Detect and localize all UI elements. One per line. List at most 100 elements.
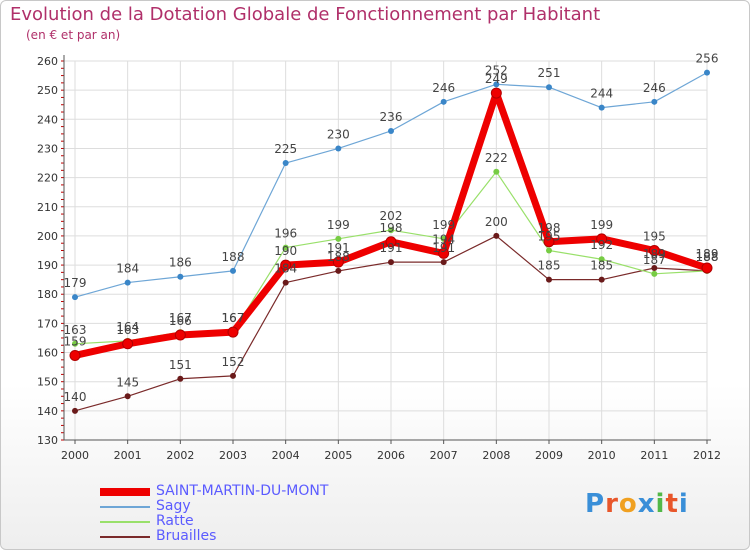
- y-tick-label: 230: [37, 142, 58, 155]
- data-label: 191: [327, 241, 350, 255]
- x-tick-label: 2002: [166, 449, 194, 462]
- data-point: [543, 236, 555, 248]
- data-label: 200: [485, 215, 508, 229]
- data-label: 192: [590, 238, 613, 252]
- y-tick-label: 180: [37, 288, 58, 301]
- data-label: 188: [696, 250, 719, 264]
- x-tick-label: 2006: [377, 449, 405, 462]
- y-tick-label: 220: [37, 172, 58, 185]
- data-label: 195: [538, 230, 561, 244]
- data-point: [124, 393, 131, 400]
- data-point: [493, 81, 500, 88]
- data-point: [388, 227, 394, 234]
- data-label: 252: [485, 63, 508, 77]
- logo-letter: t: [665, 489, 679, 519]
- data-label: 184: [116, 262, 139, 276]
- line-chart: 130 140 150 160 170 180 190 200 210 220 230 240 250 2…: [37, 52, 721, 462]
- data-label: 152: [222, 355, 245, 369]
- legend-label: Ratte: [156, 513, 194, 529]
- series-lines: [69, 69, 713, 414]
- data-label: 236: [380, 110, 403, 124]
- data-point: [72, 294, 78, 301]
- data-label: 194: [432, 232, 455, 246]
- data-point: [335, 235, 342, 242]
- data-label: 191: [380, 241, 403, 255]
- data-label: 145: [116, 375, 139, 389]
- data-point: [546, 84, 552, 91]
- data-label: 167: [169, 311, 192, 325]
- axes: 130 140 150 160 170 180 190 200 210 220 230 240 250 2…: [37, 55, 721, 462]
- data-label: 198: [538, 221, 561, 235]
- data-point: [701, 262, 713, 274]
- data-label: 163: [64, 323, 87, 337]
- data-point: [388, 127, 394, 134]
- data-label: 166: [169, 314, 192, 328]
- data-point: [438, 247, 450, 259]
- data-point: [72, 407, 78, 414]
- data-point: [332, 256, 344, 268]
- x-tick-label: 2012: [693, 449, 721, 462]
- data-point: [388, 259, 394, 266]
- data-label: 164: [116, 320, 139, 334]
- data-label: 190: [274, 244, 297, 258]
- data-label: 244: [590, 87, 613, 101]
- logo-letter: i: [678, 489, 689, 519]
- data-label: 199: [432, 218, 455, 232]
- data-label: 202: [380, 209, 403, 223]
- legend-label: Sagy: [156, 498, 191, 514]
- y-tick-label: 250: [37, 84, 58, 97]
- data-point: [490, 87, 502, 99]
- data-point: [280, 259, 292, 271]
- data-label: 230: [327, 127, 350, 141]
- legend-swatch: [100, 488, 150, 496]
- data-point: [227, 326, 239, 338]
- data-point: [335, 267, 342, 274]
- data-label: 184: [274, 262, 297, 276]
- chart-title: Evolution de la Dotation Globale de Fonc…: [10, 4, 601, 25]
- data-point: [598, 276, 605, 283]
- legend-label: Bruailles: [156, 528, 217, 544]
- data-label: 179: [64, 276, 87, 290]
- logo-letter: r: [605, 489, 619, 519]
- data-label: 163: [116, 323, 139, 337]
- y-tick-label: 150: [37, 376, 58, 389]
- data-point: [546, 247, 552, 254]
- data-label: 189: [643, 247, 666, 261]
- legend-swatch: [100, 521, 150, 523]
- data-label: 151: [169, 358, 192, 372]
- data-label: 189: [696, 247, 719, 261]
- data-point: [651, 98, 658, 105]
- data-point: [174, 329, 186, 341]
- x-tick-label: 2004: [272, 449, 300, 462]
- y-tick-label: 190: [37, 259, 58, 272]
- data-label: 191: [432, 241, 455, 255]
- data-point: [704, 69, 710, 76]
- y-tick-label: 130: [37, 434, 58, 447]
- data-label: 185: [590, 259, 613, 273]
- data-label: 167: [222, 311, 245, 325]
- data-label: 167: [222, 311, 245, 325]
- data-label: 187: [643, 253, 666, 267]
- data-point: [493, 232, 500, 239]
- y-tick-label: 170: [37, 317, 58, 330]
- y-tick-label: 260: [37, 55, 58, 68]
- x-tick-label: 2000: [61, 449, 89, 462]
- data-label: 251: [538, 66, 561, 80]
- data-point: [440, 98, 447, 105]
- data-point: [596, 233, 608, 245]
- data-label: 246: [643, 81, 666, 95]
- x-tick-label: 2010: [588, 449, 616, 462]
- legend-label: SAINT-MARTIN-DU-MONT: [156, 483, 329, 499]
- data-point: [230, 372, 236, 379]
- data-label: 199: [327, 218, 350, 232]
- data-point: [282, 160, 289, 167]
- data-label: 249: [485, 72, 508, 86]
- data-label: 196: [274, 227, 297, 241]
- x-tick-label: 2001: [114, 449, 142, 462]
- y-tick-label: 210: [37, 201, 58, 214]
- logo-letter: x: [637, 489, 656, 519]
- y-tick-label: 200: [37, 230, 58, 243]
- data-point: [230, 267, 236, 274]
- data-point: [546, 276, 552, 283]
